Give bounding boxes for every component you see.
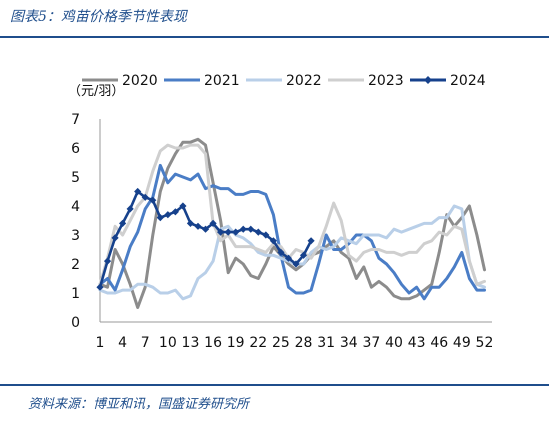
point-2024 [262, 231, 270, 239]
series-line-2023 [98, 143, 486, 286]
point-2024 [277, 248, 285, 256]
point-2024 [164, 211, 172, 219]
y-tick-label: 3 [71, 228, 80, 244]
point-2024 [111, 234, 119, 242]
figure-source: 资料来源：博亚和讯，国盛证券研究所 [28, 397, 250, 412]
title-rule [0, 36, 549, 38]
legend-label-2021: 2021 [204, 73, 240, 89]
point-2024 [239, 225, 247, 233]
x-tick-label: 10 [159, 335, 177, 351]
legend-label-2023: 2023 [368, 73, 404, 89]
point-2024 [247, 225, 255, 233]
legend-label-2020: 2020 [122, 73, 158, 89]
x-tick-label: 19 [227, 335, 245, 351]
x-tick-label: 34 [340, 335, 358, 351]
point-2024 [134, 187, 142, 196]
x-tick-label: 37 [362, 335, 380, 351]
x-tick-label: 16 [204, 335, 222, 351]
point-2024 [284, 254, 293, 262]
series-line-2021 [98, 163, 486, 301]
point-2024 [149, 196, 157, 204]
x-tick-label: 31 [317, 335, 335, 351]
x-tick-label: 43 [408, 335, 426, 351]
figure-title: 图表5：鸡苗价格季节性表现 [10, 9, 187, 25]
point-2024 [269, 237, 277, 245]
y-tick-label: 6 [71, 141, 80, 157]
x-tick-label: 46 [430, 335, 448, 351]
point-2024 [141, 193, 149, 201]
point-2024 [224, 228, 232, 236]
y-axis: 0 1 2 3 4 5 6 7 [71, 112, 101, 331]
legend-label-2022: 2022 [286, 73, 322, 89]
series-layer [96, 137, 486, 309]
point-2024 [217, 228, 225, 236]
x-tick-label: 22 [249, 335, 267, 351]
x-tick-label: 4 [118, 335, 127, 351]
point-2024 [194, 222, 202, 230]
x-tick-label: 1 [96, 335, 105, 351]
x-tick-label: 13 [182, 335, 200, 351]
point-2024 [186, 219, 195, 227]
x-tick-label: 7 [141, 335, 150, 351]
x-tick-label: 49 [453, 335, 471, 351]
x-tick-label: 40 [385, 335, 403, 351]
y-tick-label: 0 [71, 315, 80, 331]
y-unit-label: （元/羽） [68, 84, 124, 99]
legend-label-2024: 2024 [450, 73, 486, 89]
y-tick-label: 4 [71, 199, 80, 215]
legend: 2020 2021 2022 2023 2024 [82, 73, 486, 89]
y-tick-label: 7 [71, 112, 80, 128]
legend-marker-2024 [424, 76, 432, 84]
point-2024 [96, 283, 104, 291]
point-2024 [179, 202, 187, 210]
x-tick-label: 28 [295, 335, 313, 351]
point-2024 [119, 219, 127, 227]
point-2024 [254, 228, 262, 236]
x-tick-label: 52 [476, 335, 494, 351]
point-2024 [171, 208, 179, 216]
point-2024 [156, 214, 164, 222]
x-axis: 1 4 7 10 13 16 19 22 25 28 31 34 37 40 43 46 49 52 [96, 321, 494, 351]
y-tick-label: 1 [71, 286, 80, 302]
x-tick-label: 25 [272, 335, 290, 351]
point-2024 [307, 237, 315, 245]
point-2024 [292, 260, 300, 268]
y-tick-label: 5 [71, 170, 80, 186]
point-2024 [209, 219, 217, 227]
point-2024 [126, 205, 134, 213]
source-rule [0, 384, 549, 386]
y-tick-label: 2 [71, 257, 80, 273]
point-2024 [201, 225, 210, 233]
point-2024 [232, 228, 240, 236]
